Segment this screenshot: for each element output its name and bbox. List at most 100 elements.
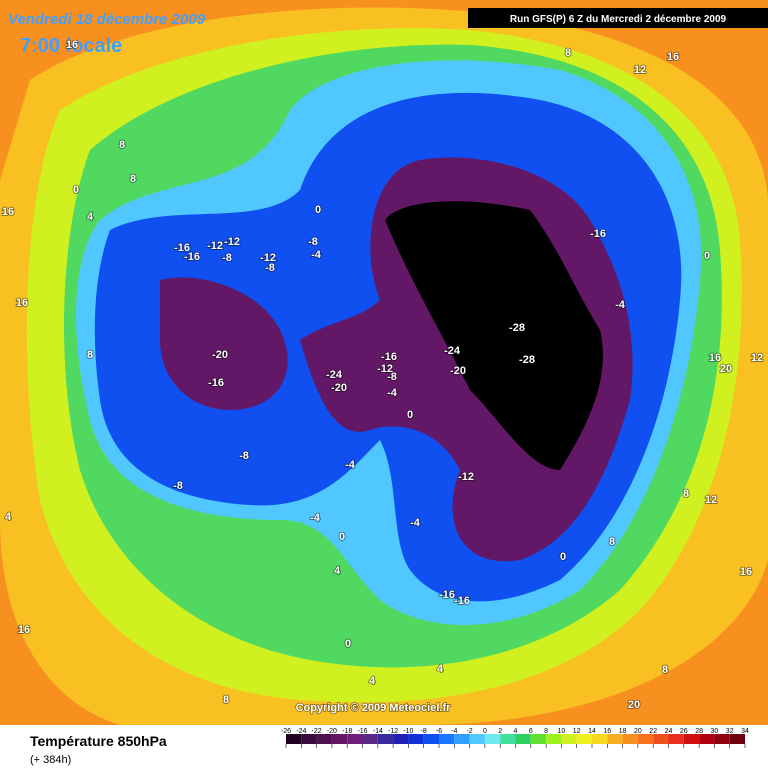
colorbar-tick-label: 26: [680, 728, 688, 735]
contour-label: -4: [410, 517, 421, 529]
color-swatch: [484, 734, 501, 744]
contour-label: 0: [339, 531, 345, 543]
contour-label: -16: [208, 377, 224, 389]
contour-label: 20: [720, 363, 732, 375]
contour-label: 4: [87, 211, 94, 223]
contour-label: -8: [173, 480, 183, 492]
colorbar-tick-label: -2: [466, 728, 472, 735]
contour-label: -28: [519, 354, 535, 366]
contour-label: 8: [119, 139, 125, 151]
contour-label: -12: [377, 363, 393, 375]
contour-label: -12: [260, 252, 276, 264]
contour-label: 8: [130, 173, 136, 185]
colorbar-tick-label: 4: [514, 728, 518, 735]
contour-label: 8: [565, 47, 571, 59]
color-swatch: [316, 734, 332, 744]
contour-label: 0: [407, 409, 413, 421]
contour-label: -16: [590, 228, 606, 240]
contour-label: 16: [16, 297, 28, 309]
contour-label: -16: [381, 351, 397, 363]
color-swatch: [500, 734, 516, 744]
color-swatch: [439, 734, 455, 744]
contour-label: -16: [174, 242, 190, 254]
colorbar-tick-label: 24: [665, 728, 673, 735]
colorbar-tick-label: 12: [573, 728, 581, 735]
contour-label: -24: [326, 369, 343, 381]
colorbar-tick-label: 34: [741, 728, 749, 735]
colorbar-tick-label: -18: [342, 728, 352, 735]
contour-label: 8: [662, 664, 668, 676]
contour-label: 0: [704, 250, 710, 262]
color-swatch: [530, 734, 547, 744]
colorbar-tick-label: -26: [281, 728, 291, 735]
field-label: Température 850hPa: [30, 733, 167, 749]
lead-label: (+ 384h): [30, 754, 71, 766]
colorbar-tick-label: -16: [357, 728, 367, 735]
colorbar-tick-label: 32: [726, 728, 734, 735]
color-swatch: [668, 734, 684, 744]
colorbar-tick-label: 18: [619, 728, 627, 735]
date-label: Vendredi 18 décembre 2009: [8, 11, 206, 28]
contour-label: -12: [458, 471, 474, 483]
contour-label: 12: [634, 64, 646, 76]
colorbar-tick-label: 20: [634, 728, 642, 735]
color-swatch: [377, 734, 394, 744]
color-swatch: [515, 734, 531, 744]
contour-label: 12: [751, 352, 763, 364]
contour-label: -16: [184, 251, 200, 263]
contour-label: 4: [369, 675, 376, 687]
contour-label: 16: [740, 566, 752, 578]
colorbar-tick-label: -4: [451, 728, 457, 735]
contour-label: -24: [444, 345, 461, 357]
color-swatch: [729, 734, 745, 744]
contour-label: -4: [387, 387, 398, 399]
colorbar-tick-label: 2: [498, 728, 502, 735]
copyright: Copyright © 2009 Meteociel.fr: [296, 702, 452, 714]
colorbar-tick-label: 6: [529, 728, 533, 735]
color-swatch: [301, 734, 317, 744]
color-swatch: [653, 734, 669, 744]
color-swatch: [362, 734, 378, 744]
contour-label: -4: [615, 299, 626, 311]
time-label: 7:00 locale: [20, 35, 122, 57]
contour-label: -8: [387, 371, 397, 383]
colorbar-tick-label: -20: [327, 728, 337, 735]
color-swatch: [683, 734, 700, 744]
color-swatch: [576, 734, 592, 744]
contour-label: 8: [87, 349, 93, 361]
contour-label: 8: [223, 694, 229, 706]
colorbar-tick-label: -10: [403, 728, 413, 735]
color-swatch: [454, 734, 470, 744]
color-swatch: [393, 734, 409, 744]
contour-label: -4: [310, 512, 321, 524]
contour-label: -12: [207, 240, 223, 252]
run-label: Run GFS(P) 6 Z du Mercredi 2 décembre 20…: [510, 14, 727, 25]
color-swatch: [546, 734, 562, 744]
contour-label: -8: [265, 262, 275, 274]
contour-label: -4: [345, 459, 356, 471]
contour-label: -20: [450, 365, 466, 377]
contour-label: 8: [609, 536, 615, 548]
color-swatch: [331, 734, 348, 744]
contour-label: -8: [239, 450, 249, 462]
contour-label: -20: [331, 382, 347, 394]
contour-label: 16: [66, 39, 78, 51]
contour-label: 12: [705, 494, 717, 506]
contour-label: -16: [454, 595, 470, 607]
color-swatch: [607, 734, 623, 744]
colorbar-tick-label: 22: [649, 728, 657, 735]
contour-label: 8: [683, 488, 689, 500]
contour-label: -4: [311, 249, 322, 261]
colorbar-tick-label: -14: [373, 728, 383, 735]
contour-label: 16: [667, 51, 679, 63]
color-swatch: [622, 734, 638, 744]
run-box: [468, 8, 768, 28]
colorbar-tick-label: -12: [388, 728, 398, 735]
contour-label: 20: [628, 699, 640, 711]
color-swatch: [637, 734, 654, 744]
colorbar-tick-label: 8: [544, 728, 548, 735]
colorbar-tick-label: -8: [421, 728, 427, 735]
colorbar-tick-label: 10: [558, 728, 566, 735]
colorbar-tick-label: 14: [588, 728, 596, 735]
